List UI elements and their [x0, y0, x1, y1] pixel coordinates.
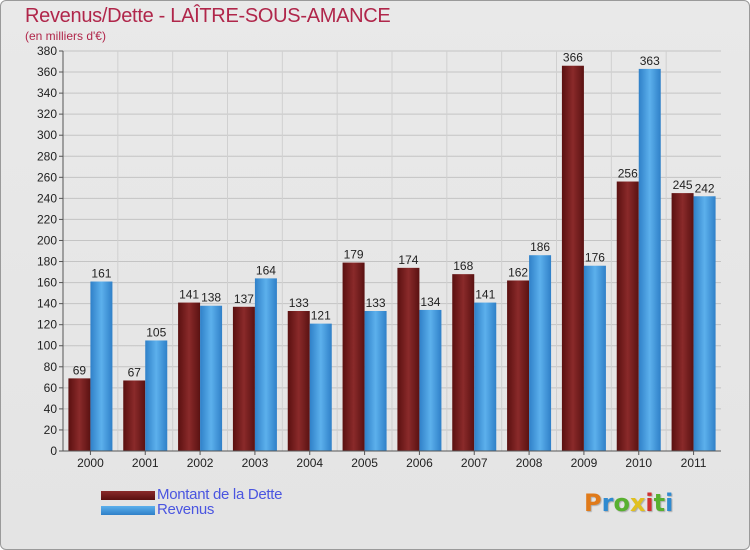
logo-letter: o: [613, 489, 630, 517]
value-label-debt: 256: [618, 167, 638, 181]
chart-subtitle: (en milliers d'€): [25, 29, 106, 43]
value-label-debt: 245: [673, 178, 693, 192]
proxiti-logo: Proxiti: [584, 489, 673, 517]
x-tick-label: 2005: [351, 456, 378, 470]
value-label-debt: 179: [344, 248, 364, 262]
bar-revenue: [254, 278, 277, 451]
bar-debt: [287, 311, 310, 451]
bar-debt: [68, 378, 91, 451]
value-label-revenue: 363: [640, 54, 660, 68]
y-tick-label: 220: [37, 212, 57, 226]
y-tick-label: 20: [44, 423, 58, 437]
value-label-revenue: 134: [420, 295, 440, 309]
bar-revenue: [419, 309, 442, 451]
y-tick-label: 240: [37, 191, 57, 205]
bar-revenue: [638, 68, 661, 451]
value-label-revenue: 176: [585, 251, 605, 265]
legend-label-revenue: Revenus: [157, 501, 215, 518]
value-label-revenue: 141: [475, 288, 495, 302]
value-label-debt: 168: [453, 259, 473, 273]
bar-revenue: [583, 265, 606, 451]
value-label-revenue: 105: [146, 325, 166, 339]
axes: 0 20 40 60 80 100 120 140 160 180 200 220 240 260 280 3…: [37, 44, 721, 470]
bar-debt: [123, 380, 146, 451]
y-tick-label: 360: [37, 65, 57, 79]
value-label-debt: 69: [73, 363, 87, 377]
bar-revenue: [529, 255, 552, 451]
bar-revenue: [145, 340, 168, 451]
value-label-revenue: 133: [366, 296, 386, 310]
x-tick-label: 2003: [242, 456, 269, 470]
logo-letter: r: [601, 489, 614, 517]
y-tick-label: 180: [37, 255, 57, 269]
value-label-revenue: 242: [695, 181, 715, 195]
logo-letter: P: [584, 489, 602, 517]
bar-revenue: [309, 323, 332, 451]
value-label-debt: 141: [179, 288, 199, 302]
value-label-revenue: 161: [91, 267, 111, 281]
bar-revenue: [474, 302, 497, 451]
value-label-revenue: 138: [201, 291, 221, 305]
bar-debt: [616, 181, 639, 452]
bar-debt: [561, 65, 584, 451]
chart-title: Revenus/Dette - LAÎTRE-SOUS-AMANCE: [25, 5, 391, 27]
x-tick-label: 2007: [461, 456, 488, 470]
bar-revenue: [90, 281, 113, 451]
bar-revenue: [364, 311, 387, 451]
value-label-debt: 366: [563, 51, 583, 65]
y-tick-label: 380: [37, 44, 57, 58]
y-tick-label: 140: [37, 297, 57, 311]
x-tick-label: 2004: [296, 456, 323, 470]
value-label-revenue: 186: [530, 240, 550, 254]
grid-lines: [63, 50, 721, 452]
logo-letter: i: [645, 489, 654, 517]
y-tick-label: 0: [50, 444, 57, 458]
logo-letter: x: [629, 489, 646, 517]
y-tick-label: 200: [37, 233, 57, 247]
x-tick-label: 2002: [187, 456, 214, 470]
logo-letter: i: [665, 489, 674, 517]
value-label-revenue: 164: [256, 263, 276, 277]
value-label-debt: 174: [398, 253, 418, 267]
y-tick-label: 280: [37, 149, 57, 163]
y-tick-label: 320: [37, 107, 57, 121]
y-tick-label: 100: [37, 339, 57, 353]
y-tick-label: 60: [44, 381, 58, 395]
y-tick-label: 300: [37, 128, 57, 142]
legend-label-debt: Montant de la Dette: [157, 486, 283, 503]
y-tick-label: 120: [37, 318, 57, 332]
y-tick-label: 340: [37, 86, 57, 100]
value-label-revenue: 121: [311, 309, 331, 323]
x-tick-label: 2008: [516, 456, 543, 470]
y-tick-label: 160: [37, 276, 57, 290]
x-tick-label: 2000: [77, 456, 104, 470]
value-label-debt: 133: [289, 296, 309, 310]
value-label-debt: 67: [128, 365, 142, 379]
value-label-debt: 137: [234, 292, 254, 306]
y-tick-label: 80: [44, 360, 58, 374]
bar-revenue: [200, 305, 223, 451]
bar-revenue: [693, 196, 716, 451]
x-tick-label: 2006: [406, 456, 433, 470]
bar-debt: [507, 280, 530, 451]
bar-debt: [178, 302, 201, 451]
logo-letter: t: [653, 489, 666, 517]
x-tick-label: 2009: [571, 456, 598, 470]
y-tick-label: 40: [44, 402, 58, 416]
y-tick-label: 260: [37, 170, 57, 184]
x-tick-label: 2010: [625, 456, 652, 470]
legend-swatch-revenue: [101, 506, 155, 515]
bar-debt: [342, 262, 365, 451]
bar-debt: [397, 267, 420, 451]
legend-swatch-debt: [101, 491, 155, 500]
value-label-debt: 162: [508, 265, 528, 279]
x-tick-label: 2001: [132, 456, 159, 470]
x-tick-label: 2011: [681, 456, 707, 470]
bar-debt: [452, 274, 475, 451]
bar-debt: [232, 306, 255, 451]
bar-debt: [671, 193, 694, 451]
